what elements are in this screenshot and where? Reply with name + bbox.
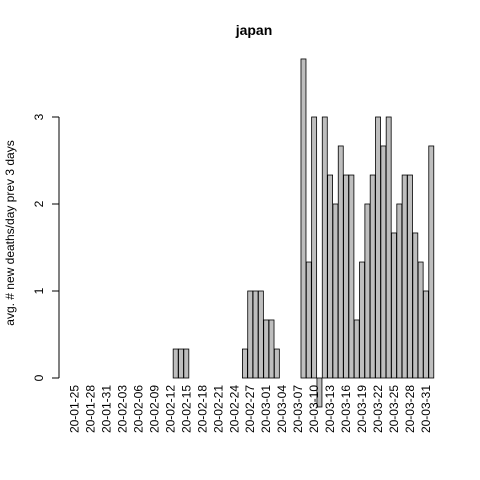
x-tick-label: 20-03-22 bbox=[371, 385, 385, 433]
y-tick-label: 3 bbox=[32, 113, 46, 120]
bar-20-03-24 bbox=[385, 116, 392, 379]
x-tick-label: 20-03-16 bbox=[339, 385, 353, 433]
bar-20-04-01 bbox=[428, 145, 435, 379]
x-tick-label: 20-01-31 bbox=[99, 385, 113, 433]
bar-20-02-13 bbox=[172, 348, 179, 379]
bar-20-03-09 bbox=[305, 261, 312, 379]
bar-20-03-26 bbox=[396, 203, 403, 379]
bar-20-03-03 bbox=[273, 348, 280, 379]
bar-20-02-27 bbox=[247, 290, 254, 379]
bar-20-03-13 bbox=[327, 174, 334, 379]
bar-20-03-19 bbox=[359, 261, 365, 379]
bar-20-02-28 bbox=[252, 290, 259, 379]
x-tick-label: 20-03-10 bbox=[307, 385, 321, 433]
x-tick-label: 20-03-28 bbox=[403, 385, 417, 433]
bar-20-03-17 bbox=[348, 174, 355, 379]
x-tick-label: 20-01-25 bbox=[68, 385, 82, 433]
bar-20-03-10 bbox=[311, 116, 318, 379]
x-tick-label: 20-02-27 bbox=[243, 385, 257, 433]
bar-20-02-26 bbox=[241, 348, 248, 379]
chart-title: japan bbox=[235, 22, 273, 38]
bar-20-02-29 bbox=[257, 290, 264, 379]
bar-20-03-21 bbox=[369, 174, 376, 379]
bar-20-03-14 bbox=[332, 203, 339, 379]
x-tick-label: 20-03-25 bbox=[387, 385, 401, 433]
bar-20-03-16 bbox=[343, 174, 349, 379]
x-tick-label: 20-03-01 bbox=[259, 385, 273, 433]
bar-20-03-02 bbox=[268, 319, 275, 379]
x-tick-label: 20-02-12 bbox=[163, 385, 177, 433]
x-tick-label: 20-01-28 bbox=[83, 385, 97, 433]
bar-20-03-22 bbox=[375, 116, 381, 379]
x-tick-label: 20-03-07 bbox=[291, 385, 305, 433]
x-tick-label: 20-02-24 bbox=[227, 385, 241, 433]
y-tick-label: 0 bbox=[32, 374, 46, 381]
x-tick-label: 20-02-09 bbox=[147, 385, 161, 433]
x-tick-label: 20-02-03 bbox=[115, 385, 129, 433]
bar-20-03-11 bbox=[316, 377, 323, 408]
x-tick-label: 20-03-13 bbox=[323, 385, 337, 433]
y-axis-ticks: 0 1 2 3 bbox=[32, 113, 59, 381]
bar-20-03-08 bbox=[300, 58, 307, 379]
bar-20-03-30 bbox=[417, 261, 424, 379]
x-tick-label: 20-03-19 bbox=[355, 385, 369, 433]
y-tick-label: 1 bbox=[32, 287, 46, 294]
x-tick-label: 20-02-06 bbox=[131, 385, 145, 433]
y-tick-label: 2 bbox=[32, 200, 46, 207]
x-tick-label: 20-02-18 bbox=[195, 385, 209, 433]
bar-20-03-23 bbox=[380, 145, 387, 379]
bar-20-03-01 bbox=[263, 319, 270, 379]
bar-20-03-20 bbox=[364, 203, 371, 379]
bar-20-02-14 bbox=[178, 348, 184, 379]
bar-20-03-28 bbox=[407, 174, 413, 379]
bar-20-03-12 bbox=[321, 116, 328, 379]
bar-20-03-27 bbox=[401, 174, 408, 379]
bar-20-03-31 bbox=[423, 290, 429, 379]
bar-20-03-18 bbox=[353, 319, 360, 379]
bar-20-02-15 bbox=[183, 348, 190, 379]
bar-20-03-15 bbox=[337, 145, 344, 379]
bar-20-03-29 bbox=[412, 232, 419, 379]
y-axis-label: avg. # new deaths/day prev 3 days bbox=[3, 140, 17, 325]
bars bbox=[172, 58, 435, 408]
x-tick-label: 20-02-21 bbox=[211, 385, 225, 433]
x-tick-label: 20-03-31 bbox=[419, 385, 433, 433]
bar-20-03-25 bbox=[391, 232, 397, 379]
x-tick-label: 20-02-15 bbox=[179, 385, 193, 433]
x-axis-tick-labels: 20-01-25 20-01-28 20-01-31 20-02-03 20-02-06… bbox=[68, 385, 433, 433]
x-tick-label: 20-03-04 bbox=[275, 385, 289, 433]
